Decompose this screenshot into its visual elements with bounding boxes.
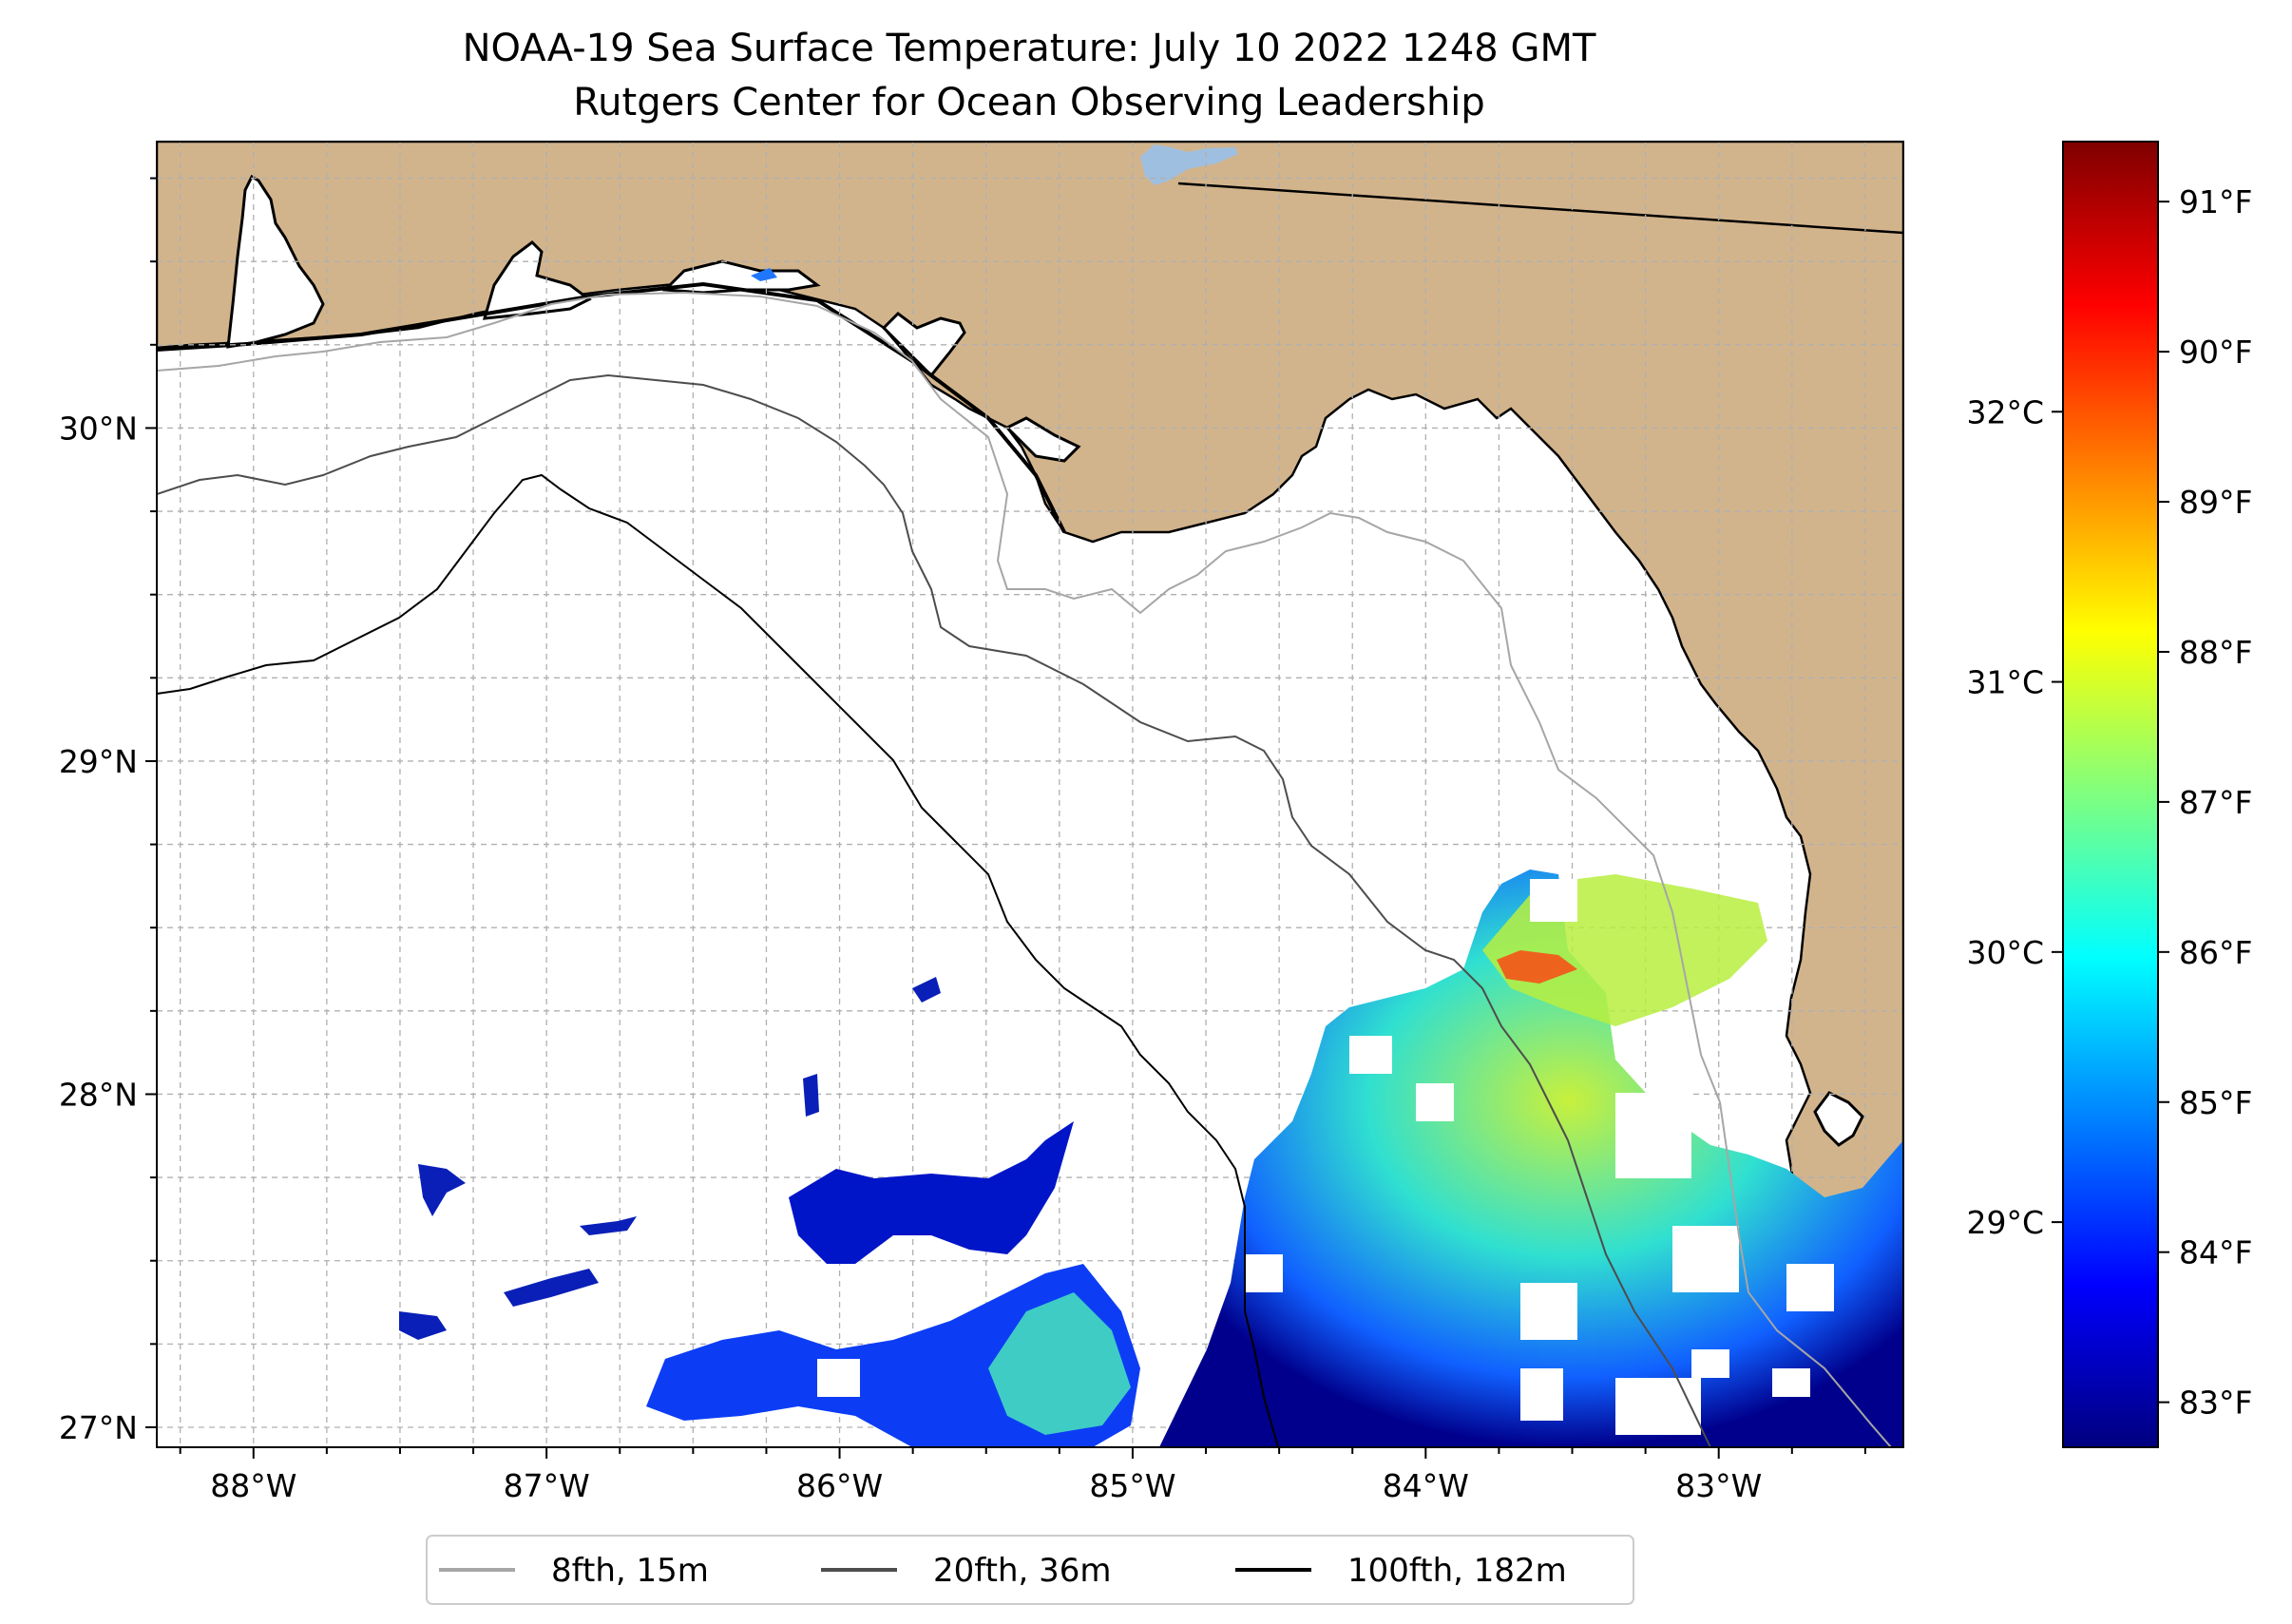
apalachicola-bay [1004, 416, 1081, 463]
colorbar-c-tick-label: 31°C [1966, 664, 2044, 701]
colorbar-f-tick-label: 88°F [2179, 634, 2252, 671]
lat-tick-label: 28°N [59, 1076, 138, 1113]
lon-tick-label: 86°W [796, 1467, 883, 1504]
colorbar-celsius-axis: 29°C 30°C 31°C 32°C [1966, 393, 2063, 1241]
lat-tick-label: 29°N [59, 743, 138, 780]
title-line-1: NOAA-19 Sea Surface Temperature: July 10… [463, 27, 1596, 70]
legend-label: 8fth, 15m [551, 1552, 709, 1590]
map-panel [157, 142, 1903, 1447]
lon-tick-label: 87°W [504, 1467, 590, 1504]
colorbar-c-tick-label: 30°C [1966, 934, 2044, 971]
lon-tick-label: 88°W [210, 1467, 296, 1504]
legend-box [426, 1535, 1634, 1605]
lon-tick-label: 84°W [1383, 1467, 1469, 1504]
longitude-axis: 88°W 87°W 86°W 85°W 84°W 83°W [179, 1447, 1866, 1504]
lon-tick-label: 85°W [1089, 1467, 1175, 1504]
isobath-8fth [157, 291, 1892, 1447]
title-line-2: Rutgers Center for Ocean Observing Leade… [573, 81, 1485, 124]
colorbar-f-tick-label: 87°F [2179, 784, 2252, 821]
colorbar-f-tick-label: 84°F [2179, 1234, 2252, 1271]
lake-seminole [1140, 144, 1238, 185]
map-frame [156, 141, 1904, 1448]
legend-label: 100fth, 182m [1347, 1552, 1567, 1590]
colorbar-f-tick-label: 86°F [2179, 934, 2252, 971]
sst-small-patch-6 [803, 1074, 819, 1117]
latitude-axis: 30°N 29°N 28°N 27°N [59, 177, 157, 1446]
colorbar-f-tick-label: 91°F [2179, 183, 2252, 220]
sst-warm-spot [1497, 950, 1577, 984]
gulf-islands-strip [157, 281, 1066, 533]
colorbar-f-tick-label: 83°F [2179, 1385, 2252, 1422]
sst-small-patch-5 [912, 977, 941, 1003]
lat-tick-label: 27°N [59, 1409, 138, 1446]
isobath-legend: 8fth, 15m 20fth, 36m 100fth, 182m [426, 1535, 1634, 1605]
sst-small-patch-7 [751, 268, 777, 281]
sst-small-patch-2 [399, 1311, 447, 1340]
colorbar: 83°F 84°F 85°F 86°F 87°F 88°F 89°F 90°F 91°F 29°… [1966, 141, 2252, 1448]
lon-tick-label: 83°W [1675, 1467, 1762, 1504]
legend-label: 20fth, 36m [933, 1552, 1112, 1590]
sst-small-patch-4 [580, 1216, 637, 1235]
sst-southwest-cyan [988, 1292, 1131, 1435]
lat-tick-label: 30°N [59, 410, 138, 447]
colorbar-fahrenheit-axis: 83°F 84°F 85°F 86°F 87°F 88°F 89°F 90°F 91°F [2158, 183, 2252, 1422]
cloud-gaps [817, 879, 1834, 1435]
colorbar-gradient [2062, 141, 2159, 1448]
sst-data-layer [399, 268, 1903, 1447]
colorbar-c-tick-label: 32°C [1966, 393, 2044, 430]
colorbar-f-tick-label: 89°F [2179, 484, 2252, 521]
state-border [1177, 182, 1903, 235]
sst-small-patch-1 [418, 1164, 466, 1216]
sst-main-patch [1159, 869, 1903, 1447]
colorbar-f-tick-label: 85°F [2179, 1084, 2252, 1121]
isobath-20fth [157, 373, 1711, 1447]
sst-west-patch [789, 1121, 1074, 1264]
sst-small-patch-3 [504, 1269, 599, 1307]
colorbar-c-tick-label: 29°C [1966, 1204, 2044, 1241]
colorbar-f-tick-label: 90°F [2179, 334, 2252, 371]
isobath-100fth [157, 473, 1279, 1447]
